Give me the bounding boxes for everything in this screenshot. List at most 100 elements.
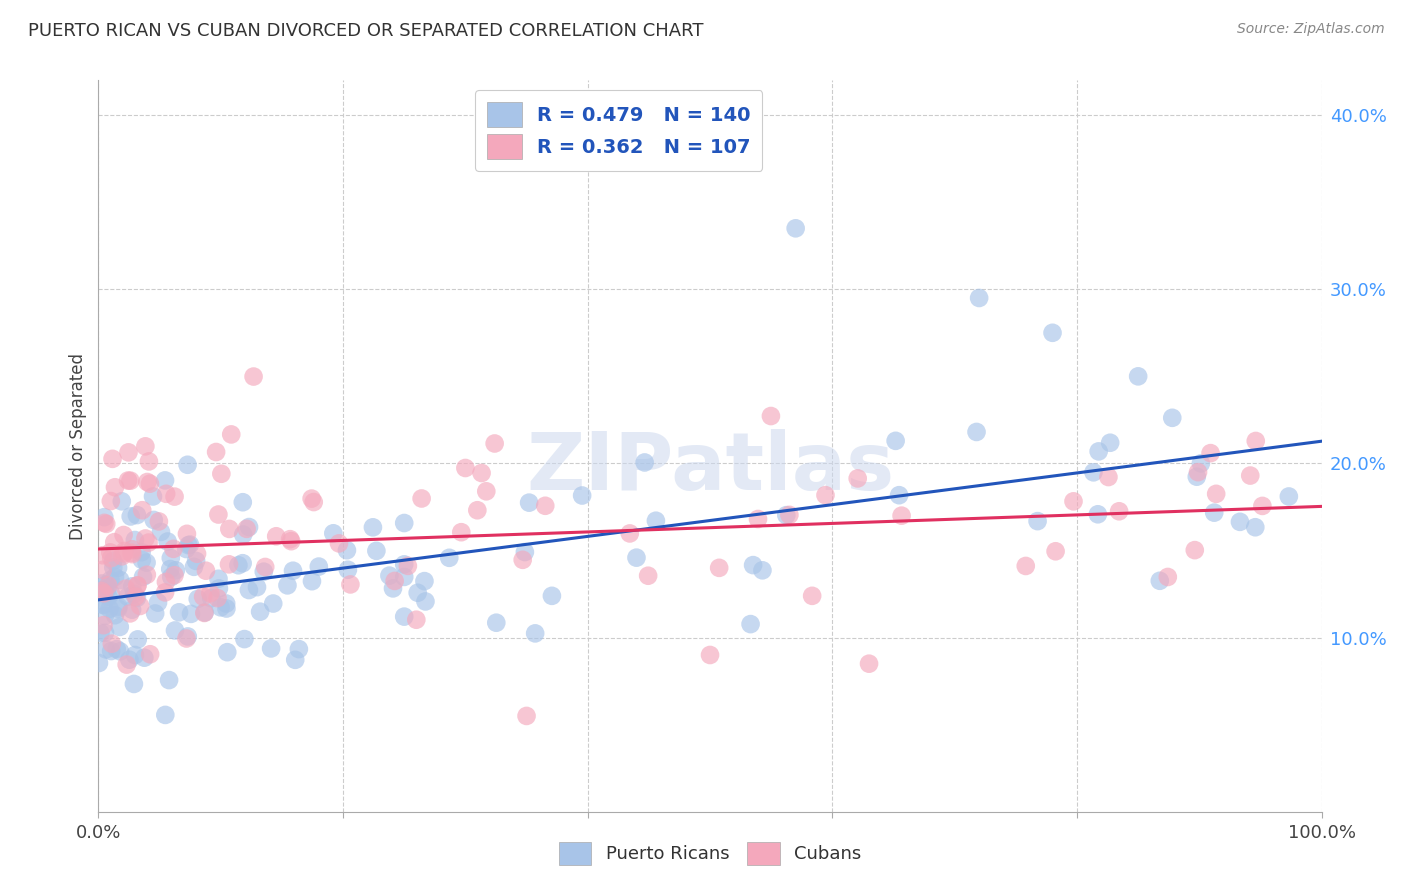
Point xyxy=(94,608,117,623)
Point xyxy=(98,545,121,559)
Point xyxy=(177,538,200,552)
Point xyxy=(366,544,388,558)
Point xyxy=(1204,506,1226,520)
Point xyxy=(120,546,142,560)
Point xyxy=(1199,446,1222,460)
Point xyxy=(328,536,350,550)
Point xyxy=(122,587,145,601)
Point xyxy=(124,648,146,662)
Point xyxy=(100,644,122,658)
Point xyxy=(176,458,198,472)
Point xyxy=(392,609,416,624)
Point xyxy=(322,526,344,541)
Point xyxy=(155,707,177,722)
Point xyxy=(392,516,416,530)
Point xyxy=(122,677,145,691)
Point xyxy=(101,451,124,466)
Point xyxy=(125,591,148,605)
Point xyxy=(1189,457,1212,471)
Point xyxy=(281,564,304,578)
Point xyxy=(142,490,165,504)
Point xyxy=(264,529,287,543)
Point xyxy=(90,584,112,599)
Point xyxy=(846,471,869,485)
Point xyxy=(415,594,437,608)
Point xyxy=(153,474,176,488)
Point xyxy=(127,632,149,647)
Point xyxy=(91,563,114,577)
Point xyxy=(183,559,205,574)
Point xyxy=(633,455,655,469)
Point xyxy=(405,613,427,627)
Point xyxy=(131,553,153,567)
Point xyxy=(534,499,557,513)
Point xyxy=(94,578,117,592)
Point xyxy=(101,637,124,651)
Point xyxy=(91,548,114,562)
Point xyxy=(235,522,257,536)
Point xyxy=(1205,487,1227,501)
Point xyxy=(336,563,359,577)
Point xyxy=(276,578,298,592)
Point xyxy=(155,574,177,589)
Point xyxy=(260,641,283,656)
Point xyxy=(100,494,122,508)
Point xyxy=(541,589,564,603)
Point xyxy=(967,291,990,305)
Point xyxy=(280,534,302,549)
Point xyxy=(751,563,773,577)
Point xyxy=(242,369,264,384)
Point xyxy=(103,535,125,549)
Point xyxy=(1063,494,1085,508)
Point xyxy=(135,556,157,570)
Point xyxy=(262,597,284,611)
Point xyxy=(858,657,880,671)
Point xyxy=(176,526,198,541)
Point xyxy=(288,642,311,657)
Point xyxy=(111,494,134,508)
Point xyxy=(1251,499,1274,513)
Point xyxy=(107,601,129,615)
Point xyxy=(132,570,155,584)
Point xyxy=(413,574,436,588)
Point xyxy=(217,645,239,659)
Point xyxy=(114,582,136,596)
Point xyxy=(155,487,177,501)
Point xyxy=(740,617,762,632)
Point xyxy=(801,589,824,603)
Point xyxy=(471,466,494,480)
Point xyxy=(162,541,184,556)
Point xyxy=(200,591,222,606)
Point xyxy=(105,642,128,657)
Point xyxy=(339,577,361,591)
Point xyxy=(253,565,276,579)
Point xyxy=(517,496,540,510)
Point xyxy=(156,534,179,549)
Point xyxy=(93,586,115,600)
Point xyxy=(120,474,142,488)
Point xyxy=(699,648,721,662)
Point xyxy=(232,527,254,541)
Point xyxy=(775,508,797,523)
Point xyxy=(1097,470,1119,484)
Point xyxy=(411,491,433,506)
Point xyxy=(177,630,200,644)
Point xyxy=(1278,490,1301,504)
Point xyxy=(134,532,156,546)
Point xyxy=(207,591,229,605)
Point xyxy=(131,503,153,517)
Point xyxy=(1161,410,1184,425)
Point xyxy=(778,508,800,522)
Point xyxy=(125,508,148,522)
Point xyxy=(626,550,648,565)
Point xyxy=(215,597,238,611)
Point xyxy=(97,590,120,604)
Point xyxy=(396,558,419,573)
Point xyxy=(759,409,782,423)
Point xyxy=(174,541,197,556)
Point xyxy=(163,624,186,638)
Point xyxy=(104,570,127,584)
Point xyxy=(118,653,141,667)
Point xyxy=(742,558,765,573)
Point xyxy=(209,467,232,481)
